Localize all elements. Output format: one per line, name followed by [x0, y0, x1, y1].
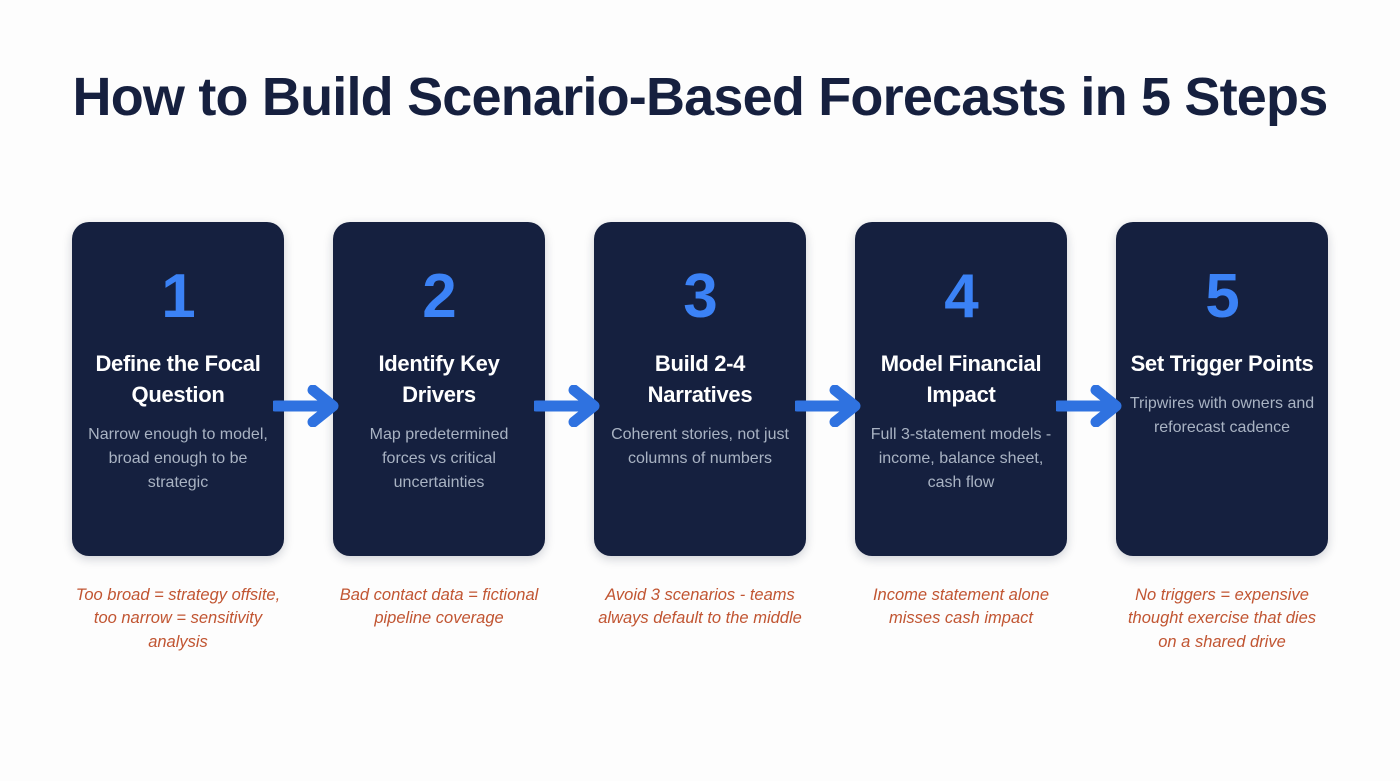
step-number-3: 3	[683, 262, 717, 331]
step-description-4: Full 3-statement models - income, balanc…	[870, 426, 1052, 491]
step-5: 5 Set Trigger Points Tripwires with owne…	[1116, 222, 1328, 556]
step-caption-3: Avoid 3 scenarios - teams always default…	[598, 586, 802, 628]
page-title: How to Build Scenario-Based Forecasts in…	[72, 67, 1329, 127]
step-caption-2: Bad contact data = fictional pipeline co…	[339, 586, 539, 628]
step-1: 1 Define the Focal Question Narrow enoug…	[72, 222, 339, 556]
step-title-1: Define the Focal Question	[95, 351, 261, 408]
step-number-2: 2	[422, 262, 456, 331]
step-4: 4 Model Financial Impact Full 3-statemen…	[855, 222, 1122, 556]
step-title-5: Set Trigger Points	[1130, 351, 1314, 376]
step-card-4[interactable]: 4 Model Financial Impact Full 3-statemen…	[855, 222, 1067, 556]
step-caption-1: Too broad = strategy offsite, too narrow…	[75, 586, 281, 651]
step-captions-row: Too broad = strategy offsite, too narrow…	[72, 584, 1328, 654]
step-title-4: Model Financial Impact	[880, 351, 1042, 408]
step-card-5[interactable]: 5 Set Trigger Points Tripwires with owne…	[1116, 222, 1328, 556]
step-2: 2 Identify Key Drivers Map predetermined…	[333, 222, 600, 556]
step-card-2[interactable]: 2 Identify Key Drivers Map predetermined…	[333, 222, 545, 556]
step-number-4: 4	[944, 262, 978, 331]
step-caption-4: Income statement alone misses cash impac…	[872, 586, 1050, 628]
step-title-2: Identify Key Drivers	[378, 351, 500, 408]
step-number-5: 5	[1205, 262, 1239, 331]
step-card-1[interactable]: 1 Define the Focal Question Narrow enoug…	[72, 222, 284, 556]
step-card-3[interactable]: 3 Build 2-4 Narratives Coherent stories,…	[594, 222, 806, 556]
step-description-2: Map predetermined forces vs critical unc…	[369, 426, 509, 491]
step-title-3: Build 2-4 Narratives	[647, 351, 753, 408]
steps-flow-row: 1 Define the Focal Question Narrow enoug…	[72, 222, 1328, 556]
step-caption-5: No triggers = expensive thought exercise…	[1127, 586, 1317, 651]
step-description-3: Coherent stories, not just columns of nu…	[611, 426, 789, 468]
step-description-5: Tripwires with owners and reforecast cad…	[1129, 395, 1315, 436]
step-description-1: Narrow enough to model, broad enough to …	[88, 426, 268, 491]
step-3: 3 Build 2-4 Narratives Coherent stories,…	[594, 222, 861, 556]
step-number-1: 1	[161, 262, 195, 331]
